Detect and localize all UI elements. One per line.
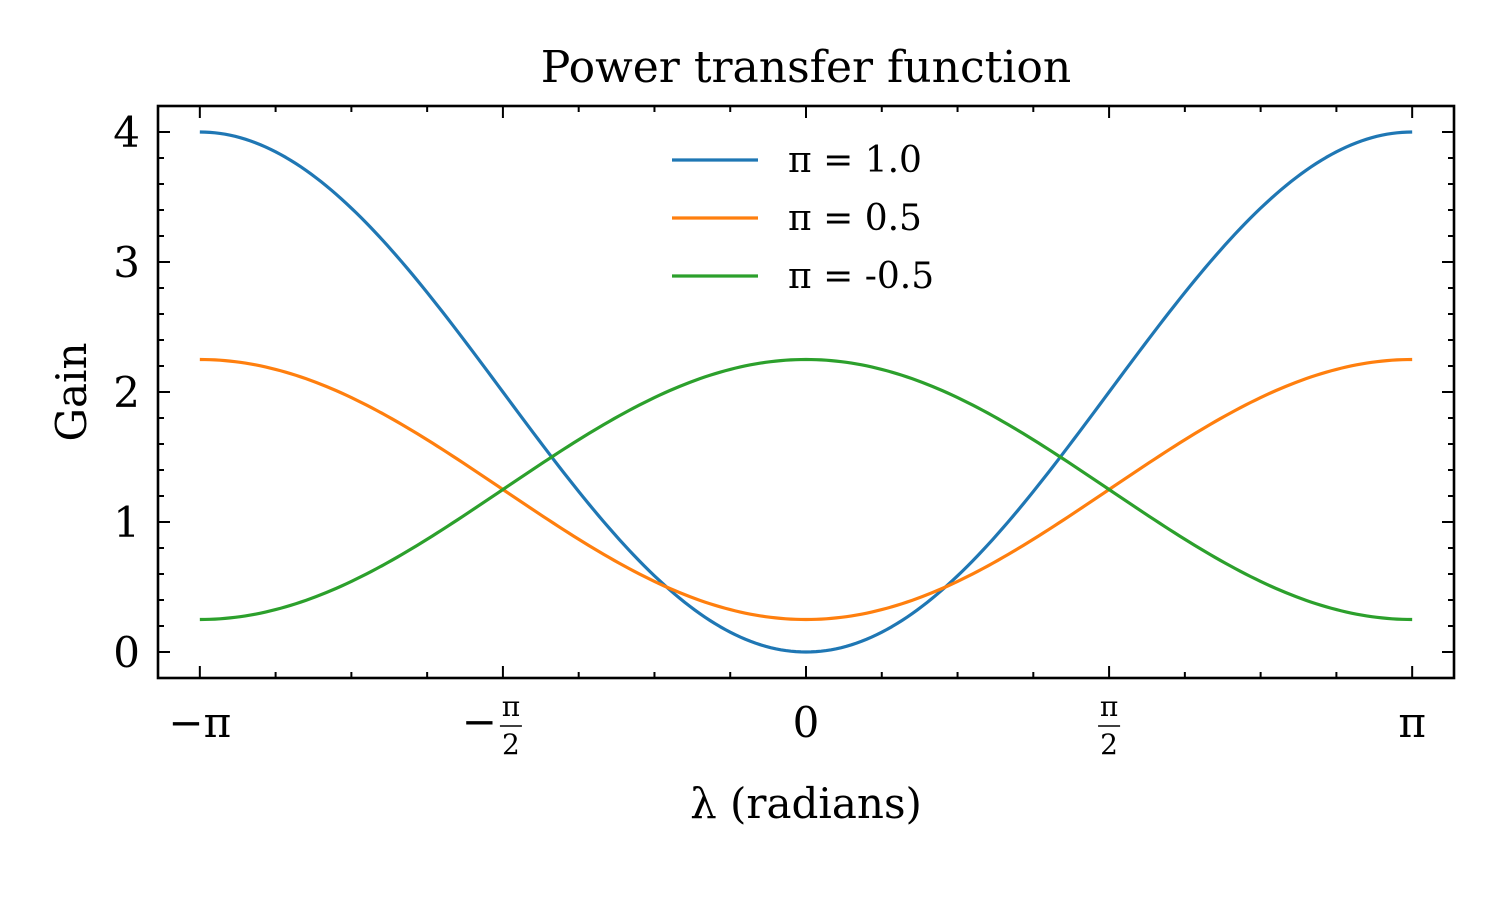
legend-label-1: π = 1.0 [788,140,922,181]
y-tick-label-1: 0 [113,628,140,677]
x-tick-label-2: − π 2 [462,690,522,761]
y-tick-label-2: 1 [113,498,140,547]
x-tick-label-3: 0 [793,698,820,747]
legend-label-3: π = -0.5 [788,256,934,297]
series-line-1 [199,130,1413,654]
x-tick-label-1: −π [168,698,231,747]
x-tick-text: −π [168,698,231,747]
x-tick-label-5: π [1398,698,1426,747]
series-layer [199,130,1413,654]
legend-label-2: π = 0.5 [788,198,922,239]
y-axis-label: Gain [47,342,96,441]
series-line-3 [199,357,1413,622]
x-axis-label: λ (radians) [690,779,922,828]
x-tick-frac-den: 2 [502,728,520,761]
chart-title: Power transfer function [541,42,1071,93]
y-tick-label-4: 3 [113,238,140,287]
x-tick-text: π [1398,698,1426,747]
x-tick-frac-num: π [502,690,520,723]
x-tick-frac-num: π [1100,690,1118,723]
x-tick-labels: −π − π2 0 π2 π [168,690,1426,761]
x-tick-text: 0 [793,698,820,747]
series-line-2 [199,357,1413,622]
x-tick-label-4: π2 [1098,690,1121,761]
y-tick-label-5: 4 [113,108,140,157]
x-tick-frac-den: 2 [1100,728,1118,761]
plot-frame [156,104,1456,680]
legend: π = 1.0 π = 0.5 π = -0.5 [672,140,934,297]
y-tick-label-3: 2 [113,368,140,417]
x-tick-sign: − [462,697,497,746]
ticks-layer [158,105,1454,679]
y-tick-labels: 0 1 2 3 4 [113,108,140,677]
